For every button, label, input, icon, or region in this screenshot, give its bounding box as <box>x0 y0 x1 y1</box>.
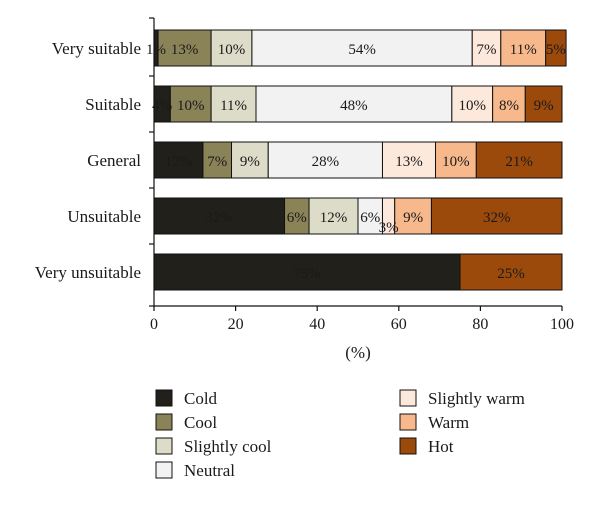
bar-label: 1% <box>146 42 166 58</box>
category-label: Unsuitable <box>67 207 141 226</box>
legend-label: Hot <box>428 437 454 456</box>
x-axis-label: (%) <box>345 343 370 362</box>
bar-label: 48% <box>340 98 368 114</box>
bar-label: 21% <box>505 154 533 170</box>
bar-label: 6% <box>287 210 307 226</box>
bar-label: 9% <box>534 98 554 114</box>
x-tick-label: 80 <box>472 316 488 333</box>
category-label: Suitable <box>85 95 141 114</box>
bar-label: 12% <box>165 154 193 170</box>
bar-unsuitable-hot <box>430 197 563 235</box>
bar-labels-group: 1% 13% 10% 54% 7% 11% 5% 4% 10% 11% 48% 10% 8% 9% 12% 7… <box>146 42 566 282</box>
legend-swatch <box>399 389 417 407</box>
bar-label: 3% <box>379 220 399 236</box>
x-tick-label: 60 <box>391 316 407 333</box>
bar-label: 9% <box>403 210 423 226</box>
category-label: General <box>87 151 141 170</box>
category-labels-group: Very suitable Suitable General Unsuitable Ve… <box>35 39 141 282</box>
legend-label: Cool <box>184 413 217 432</box>
legend-label: Slightly warm <box>428 389 525 408</box>
bar-unsuitable-slightly-cool <box>308 197 359 235</box>
category-label: Very suitable <box>52 39 141 58</box>
legend-label: Warm <box>428 413 469 432</box>
legend-swatch <box>155 389 173 407</box>
bar-general-cold <box>153 141 204 179</box>
bar-label: 5% <box>546 42 566 58</box>
bar-suitable-cool <box>169 85 212 123</box>
bar-very-suitable-hot <box>545 29 567 67</box>
bar-label: 54% <box>348 42 376 58</box>
bar-label: 10% <box>458 98 486 114</box>
bar-general-slightly-warm <box>381 141 437 179</box>
bar-very-suitable-warm <box>500 29 547 67</box>
bar-suitable-neutral <box>255 85 453 123</box>
legend-swatch <box>399 437 417 455</box>
bar-label: 6% <box>360 210 380 226</box>
bar-label: 32% <box>206 210 234 226</box>
legend-item-warm: Warm <box>399 413 469 432</box>
bar-label: 32% <box>483 210 511 226</box>
legend-item-slightly-warm: Slightly warm <box>399 389 525 408</box>
bar-very-unsuitable-hot <box>459 253 563 291</box>
bar-label: 75% <box>293 266 321 282</box>
bar-general-warm <box>435 141 477 179</box>
axes-group: 0 20 40 60 80 100 <box>149 17 574 333</box>
bar-label: 11% <box>510 42 537 58</box>
bar-label: 7% <box>477 42 497 58</box>
category-label: Very unsuitable <box>35 263 141 282</box>
legend-item-neutral: Neutral <box>155 461 235 480</box>
bar-label: 10% <box>442 154 470 170</box>
bar-suitable-slightly-cool <box>210 85 257 123</box>
legend-label: Cold <box>184 389 218 408</box>
bar-label: 10% <box>218 42 246 58</box>
legend: Cold Cool Slightly cool Neutral Slightly war… <box>155 389 525 480</box>
bar-label: 7% <box>207 154 227 170</box>
bar-general-slightly-cool <box>231 141 269 179</box>
bar-label: 12% <box>320 210 348 226</box>
legend-swatch <box>399 413 417 431</box>
bar-label: 11% <box>220 98 247 114</box>
bar-label: 4% <box>152 98 172 114</box>
bar-label: 13% <box>395 154 423 170</box>
bar-very-unsuitable-cold <box>153 253 461 291</box>
legend-label: Neutral <box>184 461 235 480</box>
x-tick-label: 0 <box>150 316 158 333</box>
bar-label: 8% <box>499 98 519 114</box>
bar-label: 28% <box>312 154 340 170</box>
legend-swatch <box>155 461 173 479</box>
legend-item-slightly-cool: Slightly cool <box>155 437 272 456</box>
x-tick-label: 20 <box>228 316 244 333</box>
legend-item-cool: Cool <box>155 413 217 432</box>
legend-swatch <box>155 413 173 431</box>
bar-label: 13% <box>171 42 199 58</box>
bars-group <box>153 29 567 291</box>
legend-swatch <box>155 437 173 455</box>
legend-item-cold: Cold <box>155 389 218 408</box>
bar-label: 10% <box>177 98 205 114</box>
bar-label: 9% <box>240 154 260 170</box>
bar-very-suitable-slightly-cool <box>210 29 253 67</box>
bar-suitable-warm <box>492 85 526 123</box>
bar-unsuitable-neutral <box>357 197 383 235</box>
bar-label: 25% <box>497 266 525 282</box>
x-tick-label: 40 <box>309 316 325 333</box>
bar-suitable-hot <box>524 85 563 123</box>
legend-item-hot: Hot <box>399 437 454 456</box>
legend-label: Slightly cool <box>184 437 272 456</box>
x-tick-label: 100 <box>550 316 574 333</box>
bar-general-hot <box>475 141 563 179</box>
bar-general-neutral <box>267 141 383 179</box>
